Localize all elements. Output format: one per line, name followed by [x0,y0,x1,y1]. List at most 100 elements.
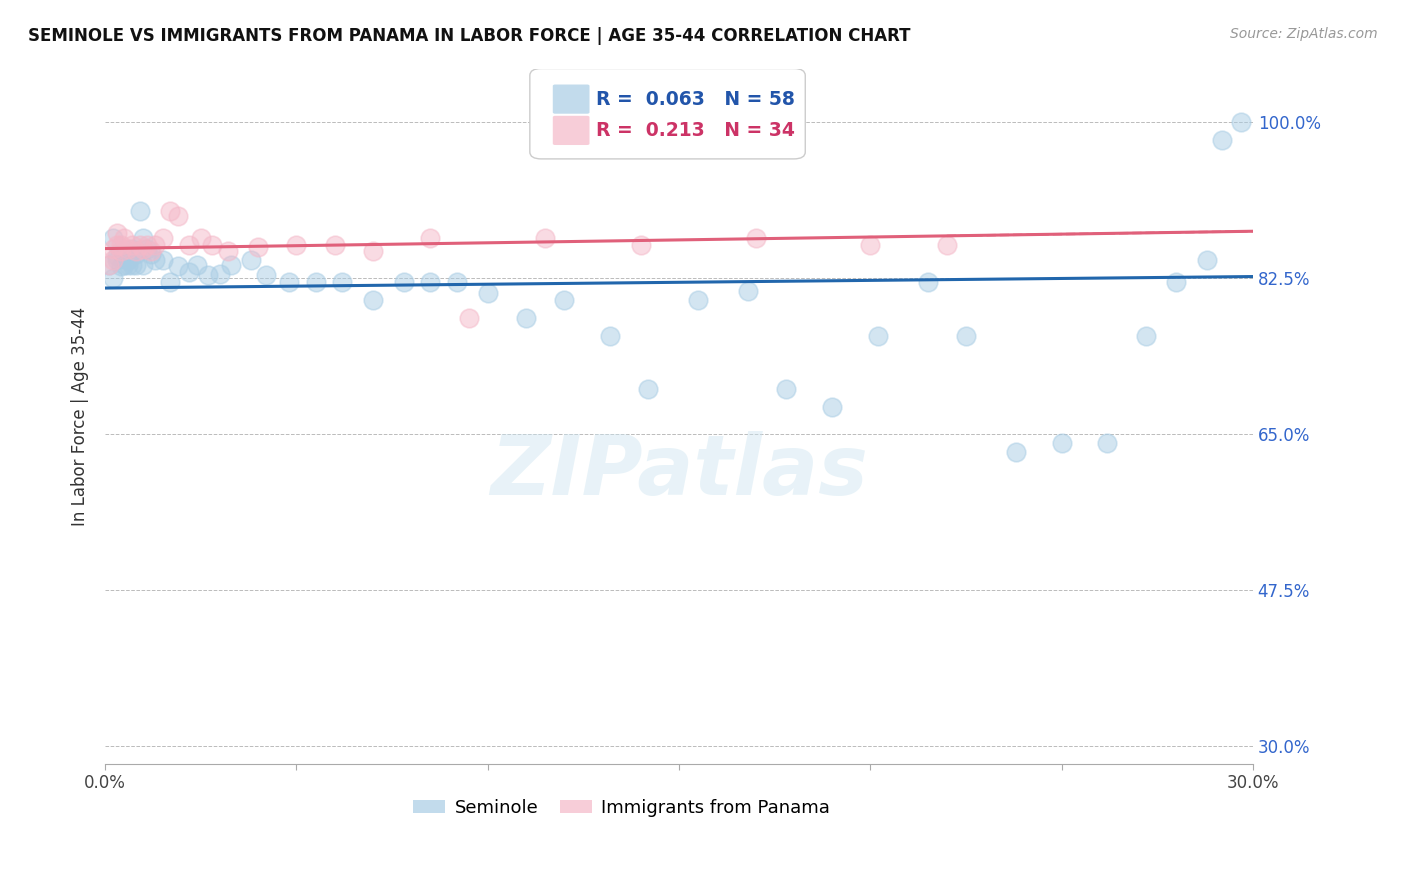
Point [254,268,277,283]
Point [688,293,710,308]
Point [392,276,415,290]
Point [125,258,148,272]
Point [128,238,150,252]
Point [637,383,659,397]
Point [1004,445,1026,459]
Point [1211,133,1233,147]
Point [361,293,384,308]
Point [121,258,143,272]
Point [98,258,121,272]
Point [159,276,181,290]
Point [477,286,499,301]
Text: Source: ZipAtlas.com: Source: ZipAtlas.com [1230,27,1378,41]
FancyBboxPatch shape [553,85,589,113]
Point [121,242,143,256]
Point [112,231,135,245]
FancyBboxPatch shape [553,116,589,145]
Point [152,231,174,245]
Point [179,238,201,252]
Point [277,276,299,290]
Point [955,329,977,343]
Point [247,240,270,254]
Point [179,265,201,279]
Point [239,253,262,268]
Point [101,271,124,285]
Point [117,258,139,272]
Point [515,311,537,326]
Point [821,401,844,415]
Point [323,238,346,252]
Point [167,260,190,274]
Point [112,249,135,263]
Point [105,238,128,252]
Point [917,276,939,290]
Point [143,253,166,268]
Point [866,329,889,343]
Text: ZIPatlas: ZIPatlas [491,432,868,512]
Point [101,253,124,268]
Point [98,258,121,272]
Point [121,238,143,252]
Point [332,276,354,290]
Point [1166,276,1188,290]
Point [112,258,135,272]
Point [186,258,208,272]
Point [110,260,132,274]
Point [446,276,468,290]
Y-axis label: In Labor Force | Age 35-44: In Labor Force | Age 35-44 [72,307,89,525]
Point [136,242,159,256]
Point [190,231,212,245]
Legend: Seminole, Immigrants from Panama: Seminole, Immigrants from Panama [406,792,838,824]
Point [775,383,797,397]
Point [599,329,621,343]
Point [125,247,148,261]
Point [630,238,652,252]
Point [101,242,124,256]
Point [101,231,124,245]
Point [737,285,759,299]
Point [304,276,326,290]
Point [143,238,166,252]
Point [361,244,384,259]
Point [139,244,162,259]
Point [197,268,219,283]
Point [125,244,148,259]
Point [105,227,128,241]
Point [128,204,150,219]
Point [132,258,155,272]
Point [935,238,957,252]
Point [132,231,155,245]
Point [152,253,174,268]
Point [457,311,479,326]
Point [419,276,441,290]
Point [553,293,575,308]
Point [859,238,882,252]
Point [1135,329,1157,343]
Point [1097,436,1119,450]
Text: R =  0.213   N = 34: R = 0.213 N = 34 [596,121,796,140]
Point [117,253,139,268]
Point [744,231,766,245]
Point [285,238,308,252]
Point [105,253,128,268]
Point [1230,115,1253,129]
Point [117,242,139,256]
Point [167,209,190,223]
Point [132,242,155,256]
Point [217,244,239,259]
Text: R =  0.063   N = 58: R = 0.063 N = 58 [596,89,796,109]
Point [110,244,132,259]
Point [534,231,557,245]
Point [201,238,224,252]
Point [419,231,441,245]
FancyBboxPatch shape [530,69,806,159]
Point [1195,253,1218,268]
Point [105,249,128,263]
Text: SEMINOLE VS IMMIGRANTS FROM PANAMA IN LABOR FORCE | AGE 35-44 CORRELATION CHART: SEMINOLE VS IMMIGRANTS FROM PANAMA IN LA… [28,27,911,45]
Point [110,238,132,252]
Point [159,204,181,219]
Point [1050,436,1073,450]
Point [136,238,159,252]
Point [221,258,243,272]
Point [208,267,231,281]
